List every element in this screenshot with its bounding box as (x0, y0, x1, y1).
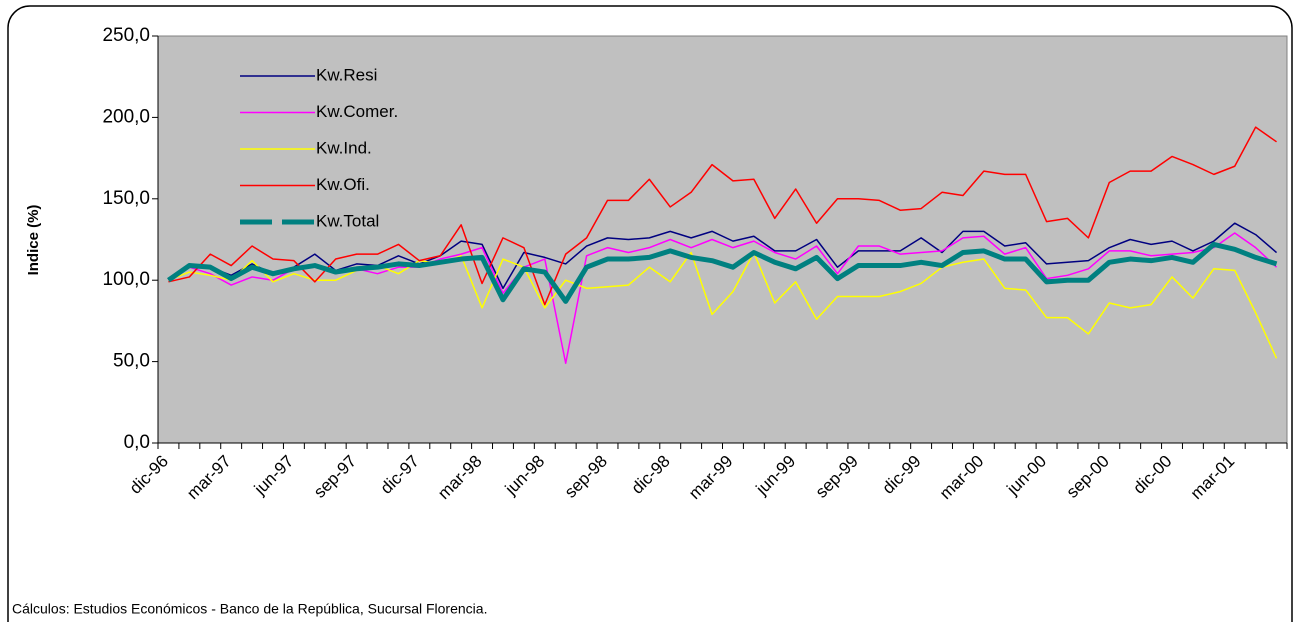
series-line (168, 222, 1278, 290)
y-tick-label: 0,0 (124, 432, 150, 453)
plot-area (157, 35, 1288, 444)
legend-label: Kw.Ofi. (316, 175, 370, 194)
series-line (168, 126, 1277, 306)
legend-label: Kw.Resi (316, 65, 377, 84)
y-axis-label: Indice (%) (25, 205, 42, 276)
y-tick-label: 100,0 (102, 269, 150, 290)
y-tick-label: 200,0 (102, 106, 150, 127)
series-line (167, 241, 1278, 304)
legend-label: Kw.Comer. (316, 102, 398, 121)
y-tick-label: 150,0 (102, 188, 150, 209)
footnote: Cálculos: Estudios Económicos - Banco de… (12, 601, 487, 617)
y-tick-label: 50,0 (113, 351, 150, 372)
legend-label: Kw.Ind. (316, 138, 372, 157)
series-line (168, 251, 1278, 359)
y-tick-label: 250,0 (102, 25, 150, 46)
legend-label: Kw.Total (316, 211, 379, 230)
